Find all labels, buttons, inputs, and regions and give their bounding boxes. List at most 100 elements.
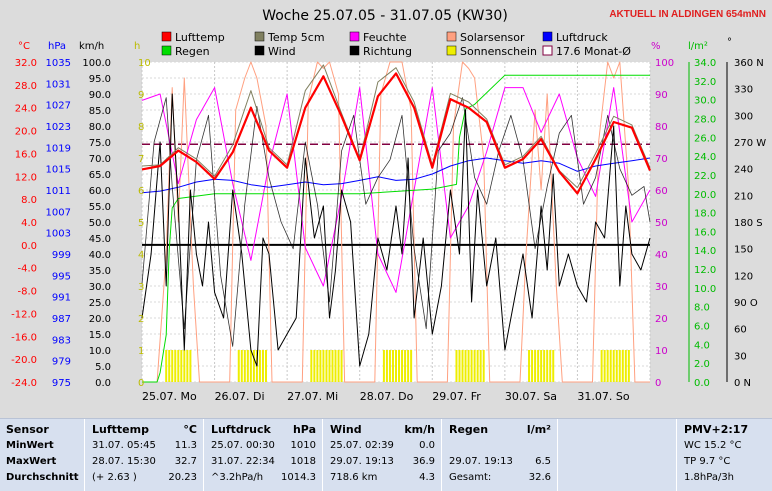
stats-temp-max-value: 32.7 xyxy=(174,456,197,467)
humidity-tick-label: 60 xyxy=(655,186,668,197)
direction-tick-label: 120 xyxy=(734,271,753,282)
humidity-tick-label: 40 xyxy=(655,250,668,261)
sunshine-bar xyxy=(325,350,328,382)
sunshine-bar xyxy=(388,350,391,382)
sun-tick-label: 4 xyxy=(138,250,144,261)
stats-row-avg: Durchschnitt xyxy=(6,472,79,483)
day-label: 31.07. So xyxy=(577,390,629,403)
sunshine-bar xyxy=(482,350,485,382)
wind-tick-label: 25.0 xyxy=(89,298,111,309)
temp-tick-label: -12.0 xyxy=(11,309,37,320)
wind-tick-label: 75.0 xyxy=(89,138,111,149)
sun-tick-label: 6 xyxy=(138,186,144,197)
sunshine-bar xyxy=(549,350,552,382)
sunshine-bar xyxy=(186,350,189,382)
wind-tick-label: 40.0 xyxy=(89,250,111,261)
legend-swatch xyxy=(542,31,553,42)
humidity-tick-label: 90 xyxy=(655,90,668,101)
direction-tick-label: 330 xyxy=(734,85,753,96)
wind-tick-label: 60.0 xyxy=(89,186,111,197)
stats-row-min: MinWert xyxy=(6,440,54,451)
pressure-tick-label: 995 xyxy=(52,271,71,282)
rain-tick-label: 34.0 xyxy=(694,58,716,69)
wind-tick-label: 10.0 xyxy=(89,346,111,357)
wind-axis-unit: km/h xyxy=(79,41,104,52)
temp-tick-label: 20.0 xyxy=(15,127,37,138)
sun-tick-label: 2 xyxy=(138,314,144,325)
legend-label: Luftdruck xyxy=(556,31,608,44)
live-link[interactable]: AKTUELL IN ALDINGEN 654mNN xyxy=(609,9,766,20)
sunshine-bar xyxy=(174,350,177,382)
stats-col-rain: Regen l/m² 29.07. 19:13 6.5 Gesamt: 32.6 xyxy=(443,419,558,491)
sunshine-bar xyxy=(476,350,479,382)
series-luftdruck xyxy=(141,157,651,194)
sunshine-bar xyxy=(258,350,261,382)
wind-tick-label: 65.0 xyxy=(89,170,111,181)
sunshine-bar xyxy=(165,350,168,382)
sunshine-bar xyxy=(189,350,192,382)
rain-tick-label: 32.0 xyxy=(694,77,716,88)
temp-axis-unit: °C xyxy=(18,41,30,52)
legend-label: Temp 5cm xyxy=(267,31,325,44)
humidity-tick-label: 10 xyxy=(655,346,668,357)
stats-wind-unit: km/h xyxy=(404,423,435,436)
legend-swatch xyxy=(161,31,172,42)
stats-pressure-min-time: 25.07. 00:30 xyxy=(211,440,275,451)
sunshine-bar xyxy=(382,350,385,382)
sunshine-bar xyxy=(407,350,410,382)
direction-tick-label: 180 S xyxy=(734,218,763,229)
sunshine-bar xyxy=(479,350,482,382)
stats-pmv-pressure-trend: 1.8hPa/3h xyxy=(684,472,735,483)
sun-tick-label: 8 xyxy=(138,122,144,133)
rain-tick-label: 26.0 xyxy=(694,133,716,144)
legend-label: Regen xyxy=(175,45,210,58)
sunshine-bar xyxy=(171,350,174,382)
sunshine-bar xyxy=(264,350,267,382)
legend-label: Richtung xyxy=(363,45,412,58)
sunshine-bar xyxy=(391,350,394,382)
wind-tick-label: 20.0 xyxy=(89,314,111,325)
rain-tick-label: 30.0 xyxy=(694,96,716,107)
wind-tick-label: 45.0 xyxy=(89,234,111,245)
stats-rain-total-label: Gesamt: xyxy=(449,472,492,483)
sunshine-bar xyxy=(243,350,246,382)
legend-swatch xyxy=(254,45,265,56)
legend-swatch xyxy=(446,31,457,42)
sunshine-bar xyxy=(331,350,334,382)
stats-temp-min-time: 31.07. 05:45 xyxy=(92,440,156,451)
stats-wind-min-time: 25.07. 02:39 xyxy=(330,440,394,451)
pressure-tick-label: 1011 xyxy=(46,186,71,197)
sunshine-bar xyxy=(612,350,615,382)
wind-tick-label: 5.0 xyxy=(95,362,111,373)
stats-col-blank xyxy=(559,419,677,491)
series-richtung xyxy=(141,97,651,347)
wind-tick-label: 95.0 xyxy=(89,74,111,85)
sunshine-bar xyxy=(385,350,388,382)
pressure-tick-label: 1019 xyxy=(46,143,71,154)
rain-tick-label: 0.0 xyxy=(694,378,710,389)
sunshine-bar xyxy=(410,350,413,382)
stats-col-sensor: Sensor MinWert MaxWert Durchschnitt xyxy=(0,419,85,491)
temp-tick-label: 12.0 xyxy=(15,172,37,183)
wind-tick-label: 80.0 xyxy=(89,122,111,133)
stats-pressure-max-time: 31.07. 22:34 xyxy=(211,456,275,467)
stats-pressure-header: Luftdruck xyxy=(211,423,271,436)
chart-title: Woche 25.07.05 - 31.07.05 (KW30) xyxy=(262,8,508,24)
stats-rain-max-value: 6.5 xyxy=(535,456,551,467)
sun-tick-label: 1 xyxy=(138,346,144,357)
rain-tick-label: 12.0 xyxy=(694,265,716,276)
stats-wind-distance: 718.6 km xyxy=(330,472,378,483)
temp-tick-label: -24.0 xyxy=(11,378,37,389)
rain-tick-label: 18.0 xyxy=(694,209,716,220)
legend-swatch xyxy=(161,45,172,56)
sunshine-bar xyxy=(455,350,458,382)
sunshine-bar xyxy=(600,350,603,382)
rain-tick-label: 6.0 xyxy=(694,322,710,333)
stats-temp-min-value: 11.3 xyxy=(174,440,197,451)
sunshine-bar xyxy=(606,350,609,382)
legend-swatch xyxy=(254,31,265,42)
rain-tick-label: 10.0 xyxy=(694,284,716,295)
stats-wind-header: Wind xyxy=(330,423,362,436)
sunshine-bar xyxy=(316,350,319,382)
rain-tick-label: 28.0 xyxy=(694,114,716,125)
